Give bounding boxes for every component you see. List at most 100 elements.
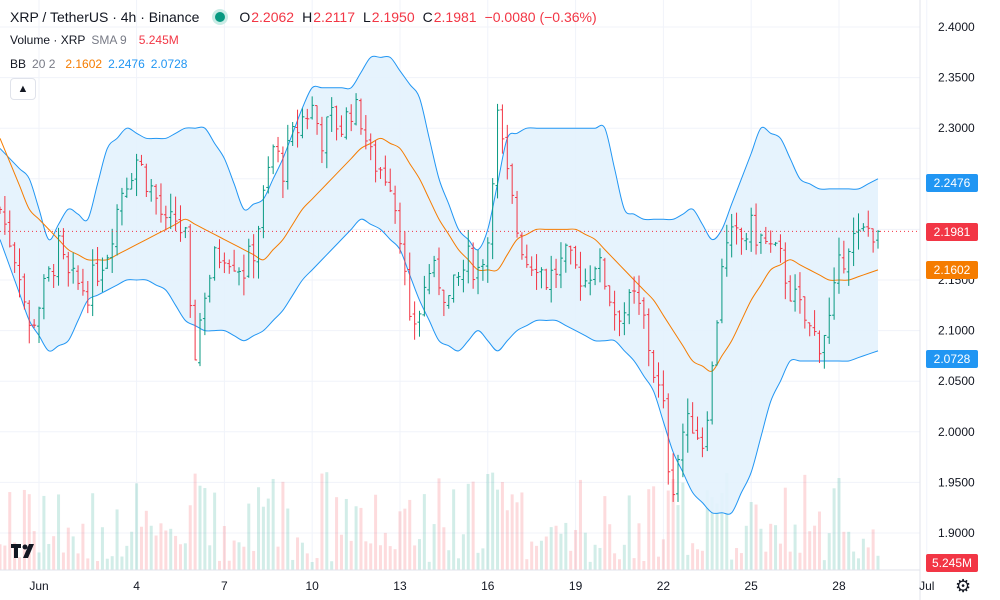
volume-bar [422,494,426,570]
time-tick-label: 7 [221,579,228,593]
volume-bar [491,472,495,570]
volume-bar [856,558,860,570]
volume-bar [252,550,256,570]
change-value: −0.0080 (−0.36%) [484,9,597,25]
volume-legend[interactable]: Volume · XRP SMA 9 5.245M [10,33,185,47]
volume-bar [432,524,436,570]
time-tick-label: 13 [393,579,407,593]
open-label: O [239,9,251,25]
volume-bar [603,496,607,570]
bb-params: 20 2 [32,57,56,71]
bb-basis-value: 2.1602 [65,57,103,71]
volume-bar [144,510,148,570]
volume-bar [578,479,582,570]
time-axis: Jun 4 7 10 13 16 19 22 25 28 Jul [29,579,934,593]
volume-bar [593,544,597,570]
volume-bar [764,551,768,570]
volume-bar [803,474,807,570]
volume-bar [700,550,704,570]
volume-bar [66,527,70,570]
volume-bar [481,548,485,570]
bollinger-lower-line [0,218,879,515]
volume-bar [530,541,534,570]
volume-bar [100,527,104,570]
volume-bar [81,523,85,570]
volume-bar [574,530,578,570]
volume-bar [320,473,324,570]
volume-bar [515,502,519,570]
volume-bar [739,553,743,570]
volume-bar [110,556,114,570]
volume-bar [510,494,514,570]
volume-bar [622,544,626,570]
volume-bar [183,543,187,570]
tradingview-logo-icon[interactable] [10,542,40,560]
volume-bar [735,548,739,570]
volume-bar [539,540,543,570]
volume-bar [86,558,90,570]
bb-upper-price-label: 2.2476 [926,174,978,192]
volume-bar [783,487,787,570]
volume-bar [427,561,431,570]
high-value: 2.2117 [313,9,355,25]
volume-bar [725,472,729,570]
close-value: 2.1981 [433,9,477,25]
volume-bar [461,534,465,570]
volume-bar [442,527,446,570]
volume-bar [37,552,41,570]
volume-bar [759,528,763,570]
gear-icon[interactable]: ⚙ [955,576,972,596]
volume-bar [793,524,797,570]
volume-bar [120,556,124,570]
volume-bar [310,561,314,570]
volume-bar [774,525,778,570]
volume-bar [642,561,646,570]
volume-bar [91,493,95,570]
volume-bar [178,544,182,570]
volume-bar [213,492,217,570]
volume-bar [408,499,412,570]
volume-bar [3,545,7,570]
close-label: C [422,9,433,25]
volume-bar [852,551,856,570]
collapse-legend-button[interactable]: ▲ [10,78,36,100]
volume-bar [247,503,251,570]
volume-bar [457,558,461,570]
volume-bar [354,506,358,570]
volume-bar [608,524,612,570]
volume-bar [349,540,353,570]
bollinger-legend[interactable]: BB 20 2 2.1602 2.2476 2.0728 [10,57,193,71]
volume-bar [671,479,675,570]
volume-bar [413,545,417,570]
volume-bar [364,541,368,570]
volume-bar [871,529,875,570]
volume-bar [218,560,221,570]
volume-bar [447,550,451,570]
volume-bar [198,485,202,570]
volume-bar [827,533,831,570]
volume-bar [471,481,475,570]
time-tick-label: 16 [481,579,495,593]
volume-bar [632,558,636,570]
volume-bar [61,552,65,570]
volume-bar [676,505,680,570]
chevron-up-icon: ▲ [17,83,29,95]
volume-bar [305,553,309,570]
volume-bar [227,560,231,570]
volume-bar [598,547,602,570]
candlesticks [0,93,880,502]
volume-bar [76,553,80,570]
volume-bar [237,542,241,570]
volume-bar [300,542,304,570]
volume-bar [266,498,270,570]
symbol-title[interactable]: XRP / TetherUS · 4h · Binance [10,9,200,25]
volume-bar [696,549,700,570]
volume-bar [627,495,631,570]
volume-bar [876,555,880,570]
market-status-icon [215,12,226,22]
volume-bar [57,494,61,570]
volume-bar [657,556,660,570]
volume-bar [535,545,539,570]
